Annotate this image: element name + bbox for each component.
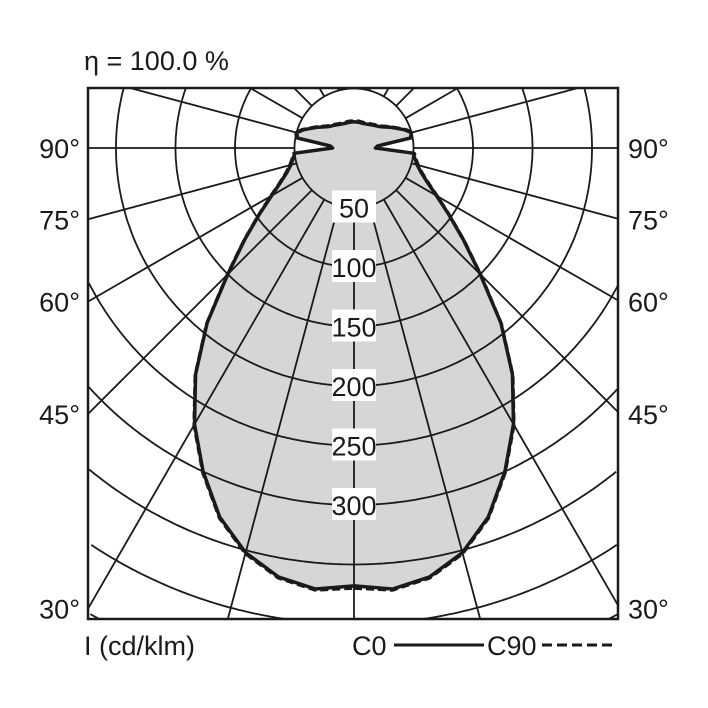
grid-radial-135 — [395, 87, 415, 107]
radial-label-bg — [332, 190, 376, 223]
radial-tick-label: 250 — [331, 432, 376, 462]
radial-label-bg — [332, 488, 376, 520]
grid-circle-400 — [90, 544, 618, 620]
radial-tick-label: 100 — [331, 253, 376, 283]
grid-radial-30 — [383, 199, 619, 606]
grid-circle-300 — [88, 386, 618, 506]
grid-radial-315 — [87, 189, 313, 415]
legend-label-c90: C90 — [487, 631, 537, 661]
grid-radial-15 — [368, 205, 482, 620]
grid-radial-210 — [318, 87, 326, 97]
grid-radial-150 — [383, 87, 390, 97]
grid-radial-300 — [87, 177, 303, 303]
radial-label-bg — [332, 309, 376, 342]
radial-label-bg — [332, 250, 376, 282]
angle-label-left: 75° — [39, 205, 80, 235]
grid-radial-120 — [405, 87, 459, 120]
grid-radial-345 — [226, 205, 340, 620]
radial-tick-label: 300 — [331, 491, 376, 521]
legend-label-c0: C0 — [352, 631, 387, 661]
angle-label-right: 45° — [628, 400, 669, 430]
grid-circle-250 — [88, 282, 619, 447]
unit-label: I (cd/klm) — [84, 631, 195, 661]
grid-circle-200 — [115, 88, 593, 387]
grid-circle-150 — [174, 88, 534, 328]
grid-radial-330 — [87, 199, 326, 610]
radial-tick-label: 150 — [331, 313, 376, 343]
angle-label-right: 75° — [628, 205, 669, 235]
curve-c90 — [192, 119, 516, 592]
angle-label-right: 90° — [628, 134, 669, 164]
radial-label-bg — [332, 428, 376, 461]
grid-radial-225 — [293, 87, 313, 107]
angle-label-right: 60° — [628, 288, 669, 318]
grid-circle-350 — [88, 468, 617, 566]
angle-label-right: 30° — [628, 595, 669, 625]
grid-radial-45 — [395, 189, 619, 413]
grid-radial-75 — [411, 162, 619, 220]
angle-label-left: 45° — [39, 400, 80, 430]
plot-frame — [86, 86, 620, 621]
angle-label-left: 90° — [39, 134, 80, 164]
chart-title: η = 100.0 % — [84, 46, 229, 76]
radial-tick-label: 50 — [339, 194, 369, 224]
grid-radial-255 — [129, 87, 297, 134]
grid-radial-285 — [87, 162, 297, 221]
radial-label-bg — [332, 369, 376, 401]
radial-tick-label: 200 — [331, 372, 376, 402]
legend: C0 C90 — [352, 631, 617, 661]
angle-label-left: 60° — [39, 288, 80, 318]
grid-radial-60 — [405, 177, 619, 302]
grid-radial-105 — [411, 87, 579, 134]
grid-radial-240 — [249, 87, 303, 119]
angle-label-left: 30° — [39, 595, 80, 625]
